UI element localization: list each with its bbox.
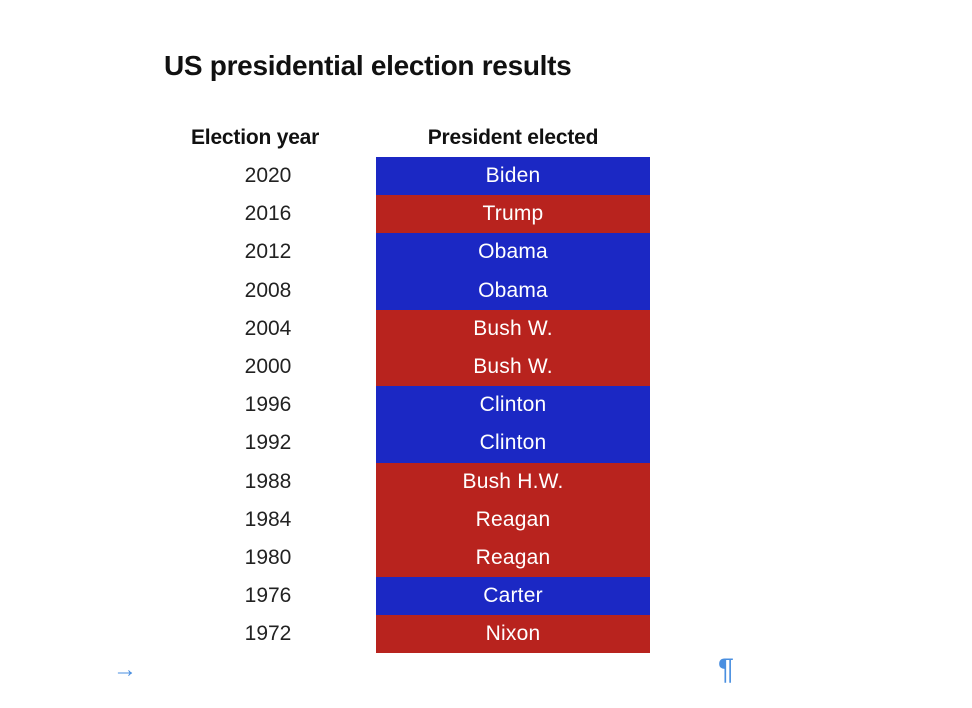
table-row: 2008 Obama bbox=[0, 271, 972, 310]
table-row: 1976 Carter bbox=[0, 577, 972, 616]
tab-arrow-icon: → bbox=[113, 656, 137, 683]
year-cell: 1992 bbox=[244, 431, 292, 455]
president-cell: Bush W. bbox=[376, 347, 650, 387]
pilcrow-icon: ¶ bbox=[718, 653, 735, 686]
column-header-president: President elected bbox=[427, 126, 599, 149]
table-row: 2016 Trump bbox=[0, 195, 972, 234]
results-table: 2020 Biden 2016 Trump 2012 Obama 2008 Obama 2004… bbox=[0, 157, 972, 654]
table-row: 1992 Clinton bbox=[0, 424, 972, 463]
president-cell: Trump bbox=[376, 195, 650, 234]
president-cell: Reagan bbox=[376, 500, 650, 539]
president-cell: Biden bbox=[376, 157, 650, 196]
president-cell: Obama bbox=[376, 233, 650, 272]
president-cell: Reagan bbox=[376, 538, 650, 578]
year-cell: 2004 bbox=[244, 316, 292, 340]
year-cell: 1972 bbox=[244, 622, 292, 646]
president-cell: Carter bbox=[376, 577, 650, 616]
table-row: 2012 Obama bbox=[0, 233, 972, 272]
president-cell: Clinton bbox=[376, 424, 650, 463]
table-row: 1972 Nixon bbox=[0, 615, 972, 654]
year-cell: 2012 bbox=[244, 240, 292, 264]
table-row: 2004 Bush W. bbox=[0, 309, 972, 348]
table-row: 1988 Bush H.W. bbox=[0, 462, 972, 501]
president-cell: Obama bbox=[376, 271, 650, 310]
table-row: 1984 Reagan bbox=[0, 500, 972, 539]
table-row: 1996 Clinton bbox=[0, 386, 972, 425]
year-cell: 1988 bbox=[244, 469, 292, 493]
table-row: 2000 Bush W. bbox=[0, 347, 972, 387]
year-cell: 2000 bbox=[244, 355, 292, 379]
column-header-year: Election year bbox=[191, 126, 320, 149]
chart-title: US presidential election results bbox=[164, 50, 572, 81]
year-cell: 2020 bbox=[244, 164, 292, 188]
year-cell: 1976 bbox=[244, 584, 292, 608]
president-cell: Clinton bbox=[376, 386, 650, 425]
table-row: 2020 Biden bbox=[0, 157, 972, 196]
year-cell: 2016 bbox=[244, 202, 292, 226]
president-cell: Bush H.W. bbox=[376, 462, 650, 501]
year-cell: 1984 bbox=[244, 507, 292, 531]
year-cell: 1996 bbox=[244, 393, 292, 417]
year-cell: 2008 bbox=[244, 278, 292, 302]
year-cell: 1980 bbox=[244, 545, 292, 569]
table-row: 1980 Reagan bbox=[0, 538, 972, 578]
president-cell: Nixon bbox=[376, 615, 650, 654]
president-cell: Bush W. bbox=[376, 309, 650, 348]
